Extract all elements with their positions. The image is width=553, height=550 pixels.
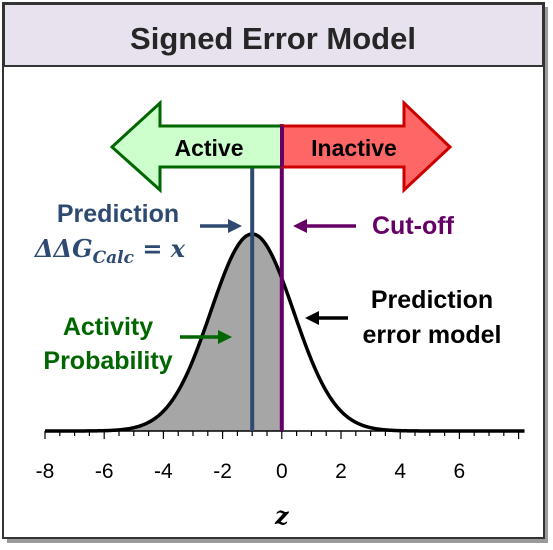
prediction-pointer-arrow xyxy=(200,219,242,233)
prediction-formula-prefix: ΔΔG xyxy=(34,234,93,263)
prediction-error-curve xyxy=(45,232,525,433)
inactive-arrow xyxy=(280,99,453,194)
error-model-label-line2: error model xyxy=(363,321,502,349)
activity-label-line1: Activity xyxy=(63,313,153,341)
diagram-title: Signed Error Model xyxy=(130,21,416,56)
x-tick-label: -8 xyxy=(36,460,55,483)
title-band xyxy=(3,3,544,67)
inactive-label: Inactive xyxy=(311,135,397,161)
active-arrow xyxy=(109,99,284,194)
prediction-formula-subscript: Calc xyxy=(93,248,135,268)
cutoff-pointer-arrow xyxy=(293,219,356,233)
x-tick-label: -6 xyxy=(95,460,114,483)
x-axis-tick-labels: -8 -6 -4 -2 0 2 4 6 xyxy=(36,460,466,483)
x-axis-label: z xyxy=(274,501,290,530)
x-tick-label: 4 xyxy=(394,460,406,483)
x-tick-label: -2 xyxy=(213,460,232,483)
activity-pointer-arrow xyxy=(180,330,232,344)
x-tick-label: 6 xyxy=(454,460,466,483)
prediction-label: Prediction xyxy=(57,200,179,228)
active-label: Active xyxy=(174,135,243,161)
x-tick-label: 0 xyxy=(276,460,288,483)
activity-label-line2: Probability xyxy=(43,347,172,375)
error-model-label-line1: Prediction xyxy=(371,286,493,314)
error-model-pointer-arrow xyxy=(305,311,348,325)
x-tick-label: 2 xyxy=(335,460,347,483)
prediction-formula: ΔΔGCalc = x xyxy=(34,234,186,268)
x-tick-label: -4 xyxy=(154,460,173,483)
cutoff-label: Cut-off xyxy=(372,212,455,240)
prediction-formula-suffix: = x xyxy=(134,234,186,263)
